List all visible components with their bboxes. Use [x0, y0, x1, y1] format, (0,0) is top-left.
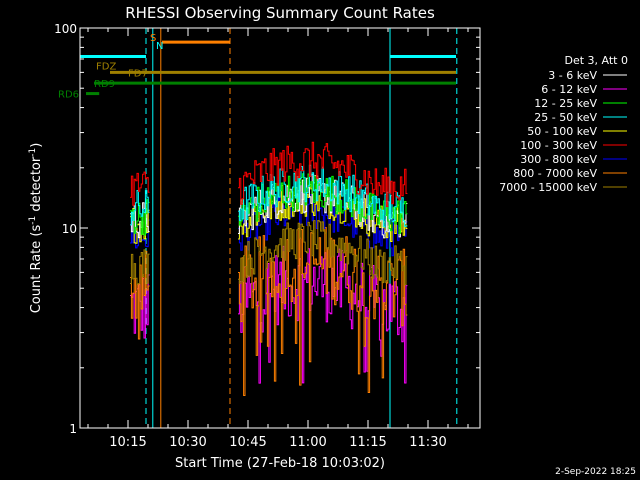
x-tick-label: 11:30 — [409, 435, 446, 450]
x-tick-label: 11:15 — [349, 435, 386, 450]
x-tick-label: 10:45 — [229, 435, 266, 450]
x-axis: 10:15 10:30 10:45 11:00 11:15 11:30 — [87, 28, 469, 450]
legend-label: 6 - 12 keV — [541, 83, 597, 96]
annotation-label: S — [150, 33, 156, 44]
series-line — [238, 141, 408, 207]
y-axis-label: Count Rate (s-1 detector-1) — [28, 143, 44, 314]
legend-label: 50 - 100 keV — [527, 125, 597, 138]
series-line — [130, 190, 150, 226]
plot-area: SN FDZ FD7 RD9 RD6 — [58, 28, 458, 428]
footer-date: 2-Sep-2022 18:25 — [555, 467, 636, 477]
legend-label: 7000 - 15000 keV — [499, 181, 597, 194]
legend-label: 3 - 6 keV — [548, 69, 597, 82]
annotation-label: RD6 — [58, 90, 79, 101]
annotation-label: RD9 — [94, 79, 115, 90]
x-tick-label: 11:00 — [289, 435, 326, 450]
annotation-label: FD7 — [128, 68, 148, 79]
legend-header: Det 3, Att 0 — [565, 54, 629, 67]
y-tick-label: 1 — [69, 422, 77, 436]
series-line — [130, 202, 150, 239]
series-line — [238, 220, 408, 286]
series-line — [130, 250, 150, 340]
x-axis-label: Start Time (27-Feb-18 10:03:02) — [175, 456, 385, 471]
annotation-label: FDZ — [96, 61, 116, 72]
y-tick-label: 10 — [62, 222, 77, 236]
series-line — [130, 249, 150, 285]
series-line — [238, 192, 408, 257]
x-tick-label: 10:15 — [109, 435, 146, 450]
legend-label: 12 - 25 keV — [534, 97, 597, 110]
legend-label: 800 - 7000 keV — [513, 167, 597, 180]
legend-label: 300 - 800 keV — [520, 153, 597, 166]
series-line — [130, 171, 150, 206]
x-tick-label: 10:30 — [169, 435, 206, 450]
y-tick-label: 100 — [54, 22, 77, 36]
legend-label: 100 - 300 keV — [520, 139, 597, 152]
y-axis: 1 10 100 — [54, 22, 480, 436]
annotation-label: N — [156, 41, 163, 52]
legend-label: 25 - 50 keV — [534, 111, 597, 124]
chart-title: RHESSI Observing Summary Count Rates — [125, 4, 435, 22]
